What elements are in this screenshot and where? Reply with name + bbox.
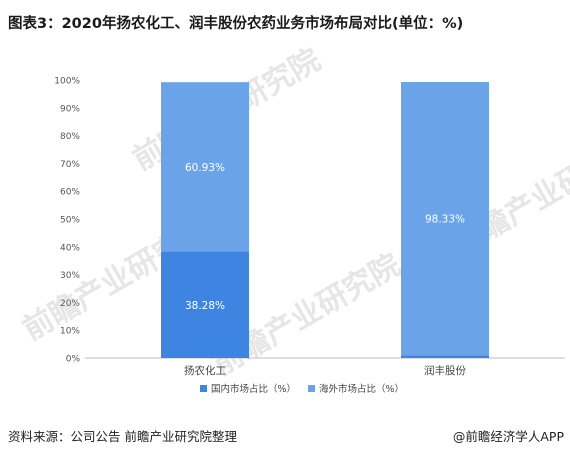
- bar-segment: [161, 251, 249, 358]
- y-tick-label: 20%: [60, 299, 80, 309]
- y-tick-label: 90%: [60, 104, 80, 114]
- stacked-bar-chart: 0% 10% 20% 30% 40% 50% 60% 70% 80% 90% 100% 38.28% 6…: [54, 77, 565, 395]
- bar-segment: [401, 355, 489, 358]
- y-tick-label: 80%: [60, 132, 80, 142]
- y-tick-label: 40%: [60, 243, 80, 253]
- data-label: 98.33%: [425, 214, 465, 226]
- legend-label: 国内市场占比（%）: [211, 383, 296, 395]
- legend-swatch: [200, 385, 207, 392]
- y-tick-label: 10%: [60, 327, 80, 337]
- source-note: 资料来源：公司公告 前瞻产业研究院整理: [8, 429, 237, 444]
- legend-swatch: [308, 385, 315, 392]
- y-tick-label: 30%: [60, 271, 80, 281]
- y-tick-label: 60%: [60, 188, 80, 198]
- bar-segment: [401, 82, 489, 356]
- y-tick-label: 0%: [66, 355, 81, 365]
- data-label: 60.93%: [185, 162, 225, 174]
- brand-credit: @前瞻经济学人APP: [452, 429, 564, 444]
- bar-segment: [161, 82, 249, 252]
- x-tick-label: 润丰股份: [424, 364, 466, 377]
- x-tick-label: 扬农化工: [184, 364, 226, 377]
- y-tick-label: 50%: [60, 216, 80, 226]
- legend-label: 海外市场占比（%）: [319, 383, 404, 395]
- y-tick-label: 70%: [60, 160, 80, 170]
- y-tick-label: 100%: [54, 77, 80, 87]
- data-label: 38.28%: [185, 300, 225, 312]
- chart-title: 图表3：2020年扬农化工、润丰股份农药业务市场布局对比(单位：%): [8, 16, 464, 32]
